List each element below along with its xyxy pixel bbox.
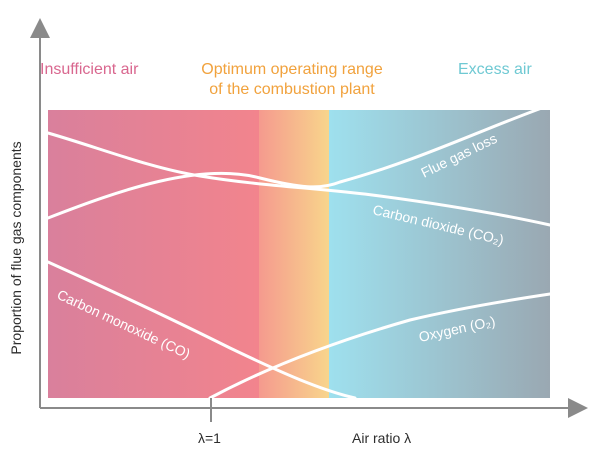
optimum-line-2: of the combustion plant	[209, 81, 375, 98]
y-axis-label: Proportion of flue gas components	[8, 141, 24, 355]
region-title-excess-air: Excess air	[458, 61, 532, 78]
curve-oxygen	[208, 292, 552, 400]
x-axis-label: Air ratio λ	[352, 430, 412, 446]
band-insufficient	[48, 110, 259, 398]
region-title-insufficient-air: Insufficient air	[40, 61, 139, 78]
region-title-optimum-range: Optimum operating range of the combustio…	[174, 60, 410, 100]
band-optimum	[259, 110, 329, 398]
band-excess	[329, 110, 550, 398]
optimum-line-1: Optimum operating range	[201, 61, 383, 78]
curve-carbon-dioxide	[46, 131, 552, 227]
curve-carbon-monoxide	[46, 260, 357, 400]
lambda-mark-label: λ=1	[198, 430, 221, 446]
curve-flue-gas-loss	[46, 103, 552, 220]
